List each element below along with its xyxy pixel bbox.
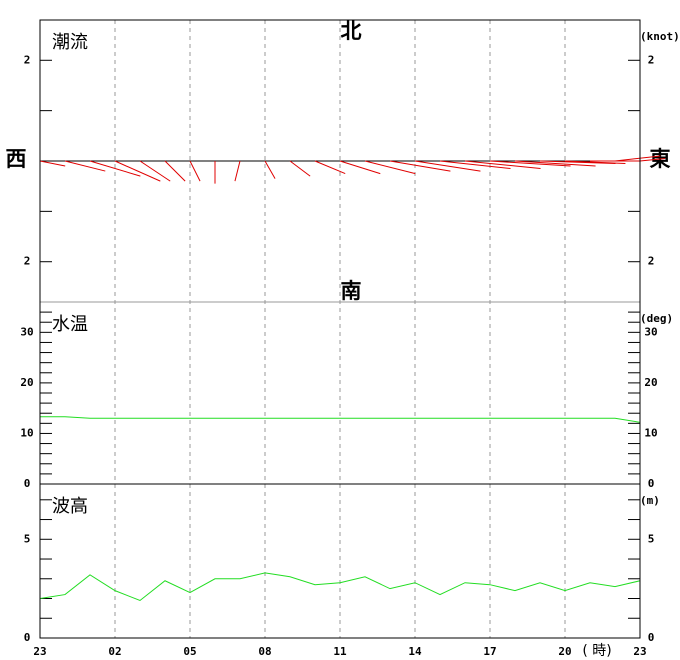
current-vector (639, 157, 666, 162)
current-vector (189, 160, 201, 182)
y-tick-label: 30 (20, 325, 33, 338)
y-tick-label: 5 (24, 532, 31, 545)
current-vector (289, 160, 311, 177)
x-tick-label: 08 (258, 645, 271, 658)
south-label: 南 (341, 279, 362, 303)
y-tick-label: 2 (24, 53, 31, 66)
current-vector (114, 160, 161, 182)
unit-label: (knot) (640, 30, 680, 43)
current-vector (39, 160, 66, 167)
y-tick-label: 0 (648, 631, 655, 644)
x-tick-label: 20 (558, 645, 571, 658)
line-series (39, 572, 641, 602)
current-vector (439, 160, 511, 170)
y-tick-label: 30 (644, 325, 657, 338)
y-tick-label: 20 (644, 376, 657, 389)
current-vector (264, 160, 276, 179)
current-vector (314, 160, 346, 175)
y-tick-label: 10 (20, 426, 33, 439)
current-vector (339, 160, 381, 175)
y-tick-label: 0 (648, 477, 655, 490)
current-vector (89, 160, 141, 177)
north-label: 北 (341, 19, 362, 43)
frame (39, 19, 641, 639)
panel-title: 波高 (52, 496, 88, 517)
current-vector (64, 160, 106, 172)
y-tick-label: 0 (24, 631, 31, 644)
y-tick-label: 0 (24, 477, 31, 490)
current-vector (234, 160, 241, 182)
x-tick-label: 17 (483, 645, 496, 658)
current-vector (139, 160, 171, 182)
unit-label: (deg) (640, 312, 673, 325)
x-tick-label: 23 (633, 645, 646, 658)
panel-title: 潮流 (52, 32, 88, 53)
current-vector (389, 160, 451, 172)
y-tick-label: 20 (20, 376, 33, 389)
x-axis-label: ( 時) (582, 643, 611, 659)
y-tick-label: 10 (644, 426, 657, 439)
line-series (40, 416, 641, 423)
y-tick-label: 2 (24, 255, 31, 268)
current-vector (514, 160, 596, 167)
unit-label: (m) (640, 494, 660, 507)
panel-title: 水温 (52, 314, 88, 335)
x-tick-label: 02 (108, 645, 121, 658)
y-tick-label: 5 (648, 532, 655, 545)
x-tick-label: 05 (183, 645, 196, 658)
current-vector (539, 160, 616, 165)
y-tick-label: 2 (648, 255, 655, 268)
current-vector (464, 160, 541, 170)
current-vector (614, 155, 661, 162)
x-tick-label: 14 (408, 645, 422, 658)
current-vector (564, 160, 626, 165)
west-label: 西 (6, 147, 27, 171)
current-vector (489, 160, 571, 167)
y-tick-label: 2 (648, 53, 655, 66)
current-vector (364, 160, 416, 175)
current-vector (414, 160, 481, 172)
x-tick-label: 11 (333, 645, 347, 658)
current-vector (164, 160, 186, 182)
x-tick-label: 23 (33, 645, 46, 658)
